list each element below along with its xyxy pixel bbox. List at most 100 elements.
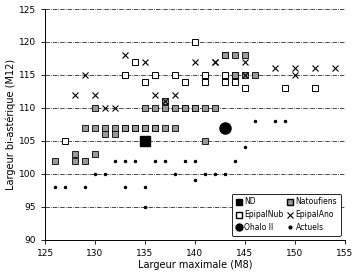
EpipalNub bbox=[203, 73, 207, 77]
Natoufiens bbox=[243, 54, 247, 57]
Natoufiens bbox=[153, 126, 157, 129]
EpipalAno bbox=[293, 67, 297, 70]
Line: EpipalAno: EpipalAno bbox=[72, 52, 337, 111]
Actuels bbox=[143, 205, 147, 208]
Natoufiens bbox=[123, 126, 127, 129]
X-axis label: Largeur maximale (M8): Largeur maximale (M8) bbox=[138, 261, 252, 270]
Natoufiens bbox=[163, 126, 167, 129]
Natoufiens bbox=[223, 54, 227, 57]
EpipalAno bbox=[243, 60, 247, 63]
Natoufiens bbox=[113, 132, 117, 136]
Natoufiens bbox=[253, 73, 257, 77]
Actuels bbox=[73, 159, 77, 162]
Natoufiens bbox=[183, 106, 187, 110]
Natoufiens bbox=[53, 159, 57, 162]
EpipalNub bbox=[133, 60, 137, 63]
EpipalNub bbox=[123, 73, 127, 77]
Natoufiens bbox=[193, 106, 197, 110]
EpipalAno bbox=[273, 67, 277, 70]
Natoufiens bbox=[233, 73, 237, 77]
EpipalNub bbox=[193, 40, 197, 44]
Actuels bbox=[143, 185, 147, 189]
Natoufiens bbox=[153, 126, 157, 129]
EpipalAno bbox=[293, 73, 297, 77]
Actuels bbox=[153, 159, 157, 162]
Actuels bbox=[213, 172, 217, 176]
Actuels bbox=[93, 172, 97, 176]
Natoufiens bbox=[93, 126, 97, 129]
EpipalAno bbox=[153, 93, 157, 96]
EpipalNub bbox=[233, 73, 237, 77]
Natoufiens bbox=[83, 126, 87, 129]
Actuels bbox=[283, 120, 287, 123]
EpipalAno bbox=[313, 67, 317, 70]
EpipalNub bbox=[173, 73, 177, 77]
EpipalAno bbox=[73, 93, 77, 96]
Actuels bbox=[113, 159, 117, 162]
EpipalAno bbox=[123, 54, 127, 57]
Natoufiens bbox=[103, 126, 107, 129]
EpipalNub bbox=[223, 73, 227, 77]
EpipalAno bbox=[213, 60, 217, 63]
EpipalNub bbox=[183, 80, 187, 83]
Natoufiens bbox=[113, 126, 117, 129]
EpipalAno bbox=[193, 60, 197, 63]
EpipalAno bbox=[103, 106, 107, 110]
Natoufiens bbox=[103, 132, 107, 136]
Line: Natoufiens: Natoufiens bbox=[52, 52, 258, 164]
Natoufiens bbox=[203, 139, 207, 142]
Actuels bbox=[243, 146, 247, 149]
Natoufiens bbox=[213, 106, 217, 110]
Actuels bbox=[233, 159, 237, 162]
EpipalNub bbox=[203, 80, 207, 83]
EpipalAno bbox=[333, 67, 337, 70]
Natoufiens bbox=[203, 106, 207, 110]
Actuels bbox=[63, 185, 67, 189]
EpipalAno bbox=[243, 73, 247, 77]
EpipalNub bbox=[233, 80, 237, 83]
Natoufiens bbox=[143, 126, 147, 129]
Actuels bbox=[53, 185, 57, 189]
EpipalAno bbox=[213, 60, 217, 63]
Natoufiens bbox=[133, 126, 137, 129]
Natoufiens bbox=[123, 126, 127, 129]
Natoufiens bbox=[143, 106, 147, 110]
Actuels bbox=[163, 159, 167, 162]
EpipalAno bbox=[113, 106, 117, 110]
EpipalNub bbox=[313, 86, 317, 90]
Actuels bbox=[203, 172, 207, 176]
Actuels bbox=[193, 159, 197, 162]
Actuels bbox=[183, 159, 187, 162]
Line: EpipalNub: EpipalNub bbox=[62, 39, 318, 144]
Natoufiens bbox=[83, 159, 87, 162]
Line: Actuels: Actuels bbox=[53, 119, 287, 209]
Natoufiens bbox=[243, 73, 247, 77]
EpipalNub bbox=[243, 86, 247, 90]
Actuels bbox=[103, 172, 107, 176]
Natoufiens bbox=[73, 152, 77, 156]
Natoufiens bbox=[73, 159, 77, 162]
Actuels bbox=[223, 172, 227, 176]
Natoufiens bbox=[163, 106, 167, 110]
Y-axis label: Largeur bi-astérique (M12): Largeur bi-astérique (M12) bbox=[5, 59, 16, 190]
Natoufiens bbox=[163, 100, 167, 103]
EpipalNub bbox=[143, 80, 147, 83]
Actuels bbox=[253, 120, 257, 123]
Natoufiens bbox=[133, 126, 137, 129]
Natoufiens bbox=[193, 106, 197, 110]
Natoufiens bbox=[153, 106, 157, 110]
Natoufiens bbox=[173, 126, 177, 129]
Natoufiens bbox=[143, 126, 147, 129]
EpipalAno bbox=[83, 73, 87, 77]
Natoufiens bbox=[223, 54, 227, 57]
Natoufiens bbox=[93, 152, 97, 156]
Actuels bbox=[193, 179, 197, 182]
Actuels bbox=[173, 172, 177, 176]
EpipalNub bbox=[153, 73, 157, 77]
Actuels bbox=[123, 159, 127, 162]
EpipalNub bbox=[283, 86, 287, 90]
EpipalAno bbox=[163, 100, 167, 103]
EpipalNub bbox=[223, 80, 227, 83]
Actuels bbox=[133, 159, 137, 162]
Natoufiens bbox=[93, 106, 97, 110]
